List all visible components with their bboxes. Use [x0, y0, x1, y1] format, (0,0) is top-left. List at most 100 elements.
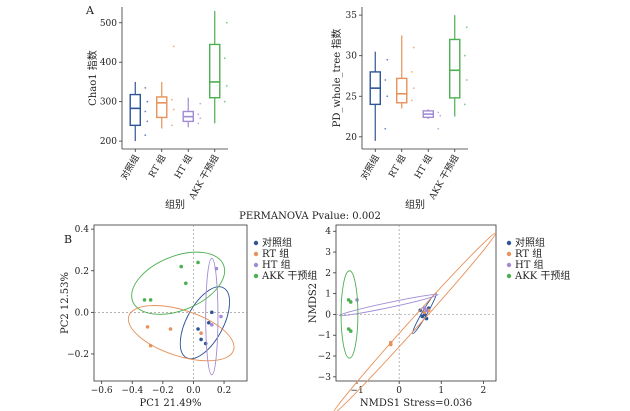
data-point: [439, 114, 442, 117]
y-tick-label: 35: [346, 11, 358, 21]
y-tick-label: 400: [100, 58, 117, 68]
y-axis-label: NMDS2: [308, 283, 319, 323]
data-point: [203, 341, 208, 346]
legend-swatch: [506, 251, 512, 257]
x-tick-label: 0: [396, 386, 402, 396]
y-tick-label: −0.2: [67, 350, 89, 360]
data-point: [172, 108, 175, 111]
y-tick-label: 0: [325, 310, 331, 320]
data-point: [412, 87, 415, 90]
data-point: [410, 99, 413, 102]
data-point: [146, 100, 149, 103]
y-tick-label: 0.4: [75, 225, 90, 235]
x-tick-label: 对照组: [118, 153, 142, 182]
data-point: [199, 331, 203, 335]
data-point: [199, 117, 202, 120]
data-point: [348, 329, 353, 333]
confidence-ellipse: [340, 270, 359, 359]
data-point: [437, 111, 440, 114]
data-point: [144, 134, 147, 137]
y-tick-label: 0.0: [75, 308, 90, 318]
y-tick-label: 4: [325, 227, 331, 237]
pcoa-title: PERMANOVA Pvalue: 0.002: [239, 211, 381, 222]
y-tick-label: 300: [100, 98, 117, 108]
y-tick-label: 0.2: [75, 267, 89, 277]
data-point: [196, 327, 200, 331]
data-point: [384, 79, 387, 81]
legend-swatch: [253, 273, 259, 279]
box: [396, 77, 408, 104]
data-point: [437, 127, 440, 130]
box: [209, 43, 221, 99]
data-point: [197, 122, 200, 125]
box: [156, 96, 168, 119]
data-point: [142, 298, 147, 302]
legend-label: 对照组: [262, 236, 292, 249]
y-tick-label: 500: [100, 19, 117, 29]
data-point: [148, 298, 153, 302]
data-point: [225, 84, 228, 87]
y-tick-label: −3: [318, 373, 332, 383]
data-point: [196, 260, 200, 265]
legend-label: AKK 干预组: [261, 269, 317, 282]
data-point: [145, 325, 150, 329]
data-point: [214, 266, 219, 271]
panel-label-a: A: [85, 4, 95, 17]
legend-label: 对照组: [515, 236, 545, 249]
x-tick-label: HT 组: [412, 153, 435, 181]
x-axis-label: 组别: [405, 198, 425, 211]
y-tick-label: 2: [325, 269, 331, 279]
data-point: [225, 21, 228, 24]
y-tick-label: 25: [346, 92, 358, 102]
legend-swatch: [253, 262, 259, 268]
data-point: [223, 57, 226, 60]
y-tick-label: 200: [100, 137, 117, 147]
x-tick-label: RT 组: [146, 153, 169, 180]
data-point: [410, 71, 413, 73]
legend-swatch: [506, 240, 512, 246]
data-point: [412, 46, 415, 49]
y-tick-label: 30: [346, 52, 358, 62]
confidence-ellipse: [179, 286, 231, 360]
x-tick-label: −0.4: [121, 386, 143, 396]
data-point: [168, 327, 173, 331]
y-axis-label: Chao1 指数: [86, 50, 99, 106]
box: [129, 93, 141, 127]
data-point: [199, 102, 202, 105]
data-point: [465, 26, 468, 29]
plot-frame: [93, 224, 248, 382]
legend-label: HT 组: [262, 258, 291, 271]
legend-swatch: [506, 273, 512, 279]
confidence-ellipse: [338, 293, 439, 317]
x-tick-label: 1: [438, 386, 444, 396]
data-point: [223, 100, 226, 103]
data-point: [348, 300, 353, 304]
legend-swatch: [253, 251, 259, 257]
data-point: [465, 79, 468, 81]
data-point: [386, 95, 389, 98]
y-tick-label: 3: [325, 248, 331, 258]
data-point: [197, 113, 200, 116]
data-point: [210, 310, 214, 315]
confidence-ellipse: [131, 251, 226, 315]
data-point: [144, 110, 147, 113]
data-point: [463, 103, 466, 106]
y-tick-label: −2: [318, 352, 331, 362]
data-point: [386, 58, 389, 61]
data-point: [170, 124, 173, 127]
x-axis-label: PC1 21.49%: [139, 398, 201, 409]
legend-label: RT 组: [262, 247, 289, 260]
x-tick-label: −0.2: [152, 386, 174, 396]
y-tick-label: 1: [325, 290, 331, 300]
y-tick-label: −1: [318, 331, 331, 341]
data-point: [210, 323, 214, 327]
confidence-ellipse: [205, 257, 219, 376]
y-tick-label: 20: [346, 133, 358, 143]
x-tick-label: 2: [481, 386, 487, 396]
legend-swatch: [253, 240, 259, 246]
data-point: [463, 54, 466, 57]
data-point: [424, 308, 429, 313]
